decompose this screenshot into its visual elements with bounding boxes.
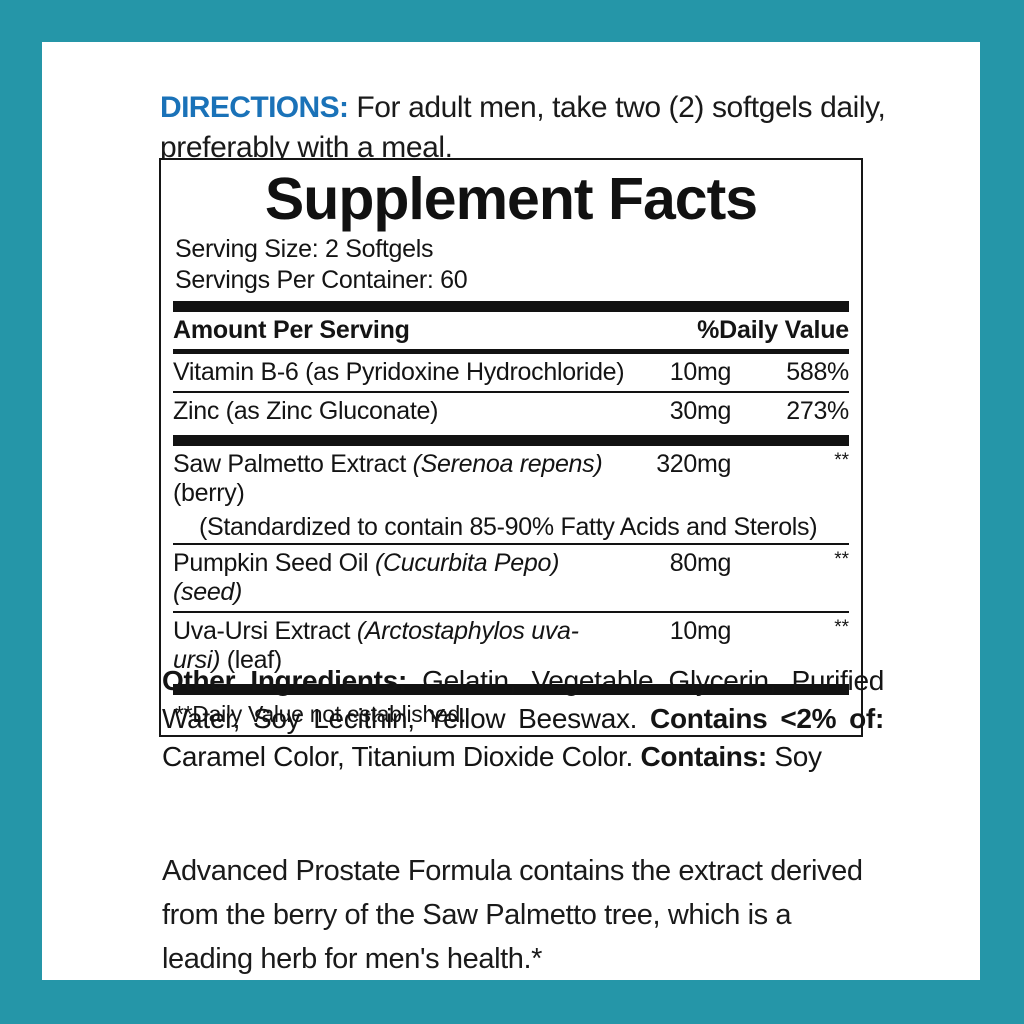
contains-less-than-label: Contains <2% of: bbox=[650, 703, 884, 734]
nutrition-table: Amount Per Serving %Daily Value bbox=[173, 312, 849, 349]
row-unit: mg bbox=[697, 549, 732, 577]
supplement-facts-box: Supplement Facts Serving Size: 2 Softgel… bbox=[159, 158, 863, 737]
serving-size: Serving Size: 2 Softgels bbox=[175, 235, 434, 263]
rule-below-header bbox=[173, 349, 849, 354]
row-amount: 10 bbox=[669, 617, 698, 645]
herb-name-post: (leaf) bbox=[220, 646, 282, 674]
rule-between-rows-1 bbox=[173, 391, 849, 393]
row-unit: mg bbox=[697, 450, 732, 478]
row-daily-value: 588% bbox=[786, 358, 849, 386]
header-amount-per-serving: Amount Per Serving bbox=[173, 316, 410, 344]
herb-scientific-name: (Cucurbita Pepo) (seed) bbox=[173, 549, 560, 606]
contains-label: Contains: bbox=[640, 741, 768, 772]
rule-between-rows-3 bbox=[173, 611, 849, 613]
herb-scientific-name: (Serenoa repens) bbox=[412, 450, 603, 478]
contains-less-than-list: Caramel Color, Titanium Dioxide Color. bbox=[162, 741, 641, 772]
row-name: Zinc (as Zinc Gluconate) bbox=[173, 397, 439, 425]
table-row: Pumpkin Seed Oil (Cucurbita Pepo) (seed)… bbox=[173, 545, 849, 611]
row-unit: mg bbox=[697, 358, 732, 386]
daily-value-dagger: ** bbox=[834, 617, 849, 638]
rule-between-rows-2 bbox=[173, 543, 849, 545]
row-name: Vitamin B-6 (as Pyridoxine Hydrochloride… bbox=[173, 358, 625, 386]
rule-above-header bbox=[173, 301, 849, 312]
herb-scientific-name: (Arctostaphylos uva-ursi) bbox=[173, 617, 579, 674]
table-row: Vitamin B-6 (as Pyridoxine Hydrochloride… bbox=[173, 354, 849, 391]
table-row: Saw Palmetto Extract (Serenoa repens) (b… bbox=[173, 446, 849, 512]
row-amount: 30 bbox=[669, 397, 698, 425]
herb-name-pre: Pumpkin Seed Oil bbox=[173, 549, 375, 577]
row-daily-value: 273% bbox=[786, 397, 849, 425]
row-amount: 80 bbox=[669, 549, 698, 577]
table-row: Zinc (as Zinc Gluconate) 30 mg 273% bbox=[173, 393, 849, 430]
daily-value-dagger: ** bbox=[834, 549, 849, 570]
herb-name-post: (berry) bbox=[173, 479, 245, 507]
herb-row-saw-palmetto: Saw Palmetto Extract (Serenoa repens) (b… bbox=[173, 446, 849, 512]
herb-row-pumpkin-seed-oil: Pumpkin Seed Oil (Cucurbita Pepo) (seed)… bbox=[173, 545, 849, 611]
other-ingredients-paragraph: Other Ingredients: Gelatin, Vegetable Gl… bbox=[162, 662, 884, 776]
row-amount: 10 bbox=[669, 358, 698, 386]
row-name: Uva-Ursi Extract (Arctostaphylos uva-urs… bbox=[173, 613, 625, 679]
row-daily-value: ** bbox=[753, 613, 849, 679]
herb-name-pre: Uva-Ursi Extract bbox=[173, 617, 357, 645]
row-daily-value: ** bbox=[753, 446, 849, 512]
row-unit: mg bbox=[697, 397, 732, 425]
row-name: Saw Palmetto Extract (Serenoa repens) (b… bbox=[173, 446, 625, 512]
closing-paragraph: Advanced Prostate Formula contains the e… bbox=[162, 855, 863, 975]
other-ingredients-list: Gelatin, Vegetable Glycerin, Purified Wa… bbox=[162, 665, 884, 734]
row-name: Pumpkin Seed Oil (Cucurbita Pepo) (seed) bbox=[173, 545, 625, 611]
vitamin-rows: Vitamin B-6 (as Pyridoxine Hydrochloride… bbox=[173, 354, 849, 391]
directions-label: DIRECTIONS: bbox=[160, 91, 349, 124]
rule-above-herbs bbox=[173, 435, 849, 446]
row-amount: 320 bbox=[656, 450, 697, 478]
directions-text: For adult men, take two (2) softgels dai… bbox=[160, 91, 886, 164]
daily-value-dagger: ** bbox=[834, 450, 849, 471]
servings-per-container: Servings Per Container: 60 bbox=[175, 266, 468, 294]
other-ingredients-label: Other Ingredients: bbox=[162, 665, 407, 696]
herb-standardization-note: (Standardized to contain 85-90% Fatty Ac… bbox=[199, 513, 818, 541]
directions-paragraph: DIRECTIONS: For adult men, take two (2) … bbox=[160, 88, 886, 168]
supplement-facts-title: Supplement Facts bbox=[264, 166, 758, 232]
header-daily-value: %Daily Value bbox=[697, 316, 849, 344]
row-daily-value: ** bbox=[753, 545, 849, 611]
herb-row-uva-ursi: Uva-Ursi Extract (Arctostaphylos uva-urs… bbox=[173, 613, 849, 679]
rule-above-footnote bbox=[173, 684, 849, 695]
row-unit: mg bbox=[697, 617, 732, 645]
contains-list: Soy bbox=[766, 741, 822, 772]
table-header-row: Amount Per Serving %Daily Value bbox=[173, 312, 849, 349]
herb-name-pre: Saw Palmetto Extract bbox=[173, 450, 413, 478]
daily-value-footnote: **Daily Value not established. bbox=[175, 701, 467, 727]
mineral-rows: Zinc (as Zinc Gluconate) 30 mg 273% bbox=[173, 393, 849, 430]
table-row: Uva-Ursi Extract (Arctostaphylos uva-urs… bbox=[173, 613, 849, 679]
label-panel: DIRECTIONS: For adult men, take two (2) … bbox=[42, 42, 980, 980]
